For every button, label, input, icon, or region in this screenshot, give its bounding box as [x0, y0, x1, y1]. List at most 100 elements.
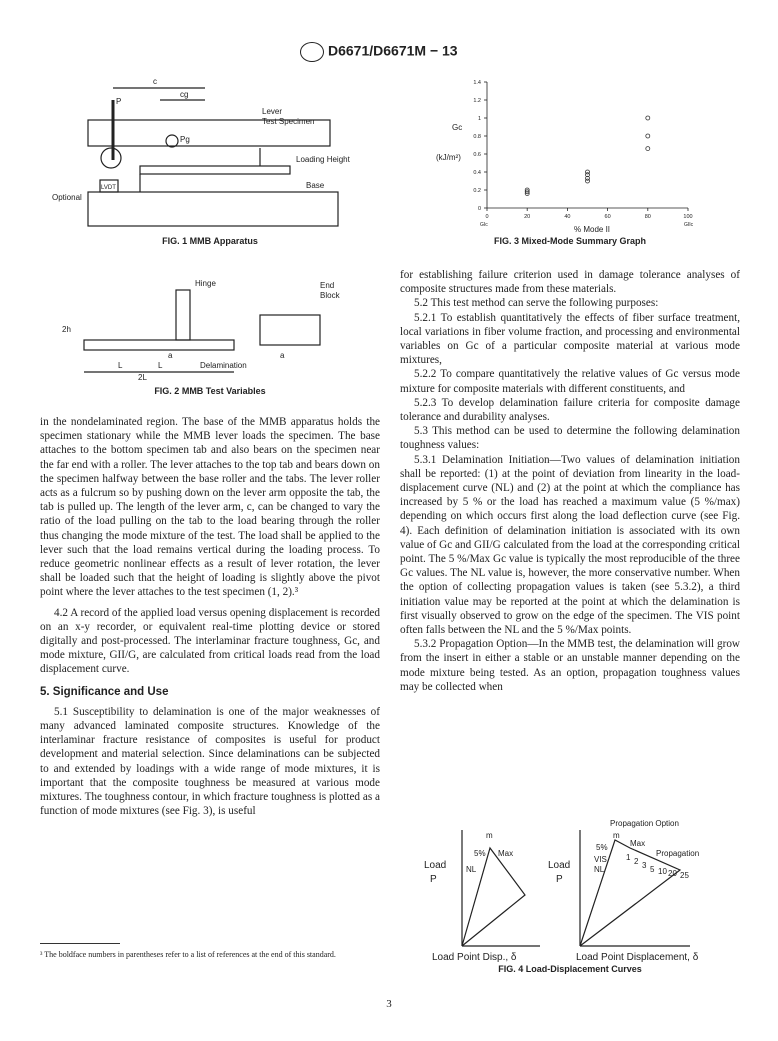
curve: [579, 839, 682, 947]
fig4-label: NL: [466, 865, 477, 874]
fig4-label: NL: [594, 865, 605, 874]
doc-code: D6671/D6671M − 13: [328, 42, 458, 59]
fig1-label: cg: [180, 90, 188, 99]
fig4-label: Load Point Displacement, δ: [576, 952, 699, 963]
y-tick-label: 0.6: [473, 152, 481, 158]
cg: [165, 134, 179, 148]
fig1-label: Pg: [180, 135, 190, 144]
paragraph: 4.2 A record of the applied load versus …: [40, 606, 380, 676]
y-axis-label: Gc: [452, 123, 462, 132]
paragraph: in the nondelaminated region. The base o…: [40, 416, 380, 599]
paragraph: 5.2 This test method can serve the follo…: [414, 297, 659, 310]
fig4-label: Load: [548, 860, 570, 871]
fig4-label: 25: [680, 871, 689, 880]
fig4-caption: FIG. 4 Load-Displacement Curves: [498, 964, 642, 974]
paragraph: 5.3.1 Delamination Initiation—Two values…: [400, 453, 740, 637]
left-column: in the nondelaminated region. The base o…: [40, 415, 380, 818]
x-tick-label: 60: [605, 214, 611, 220]
fig4-label: Propagation Option: [610, 819, 679, 828]
y-tick-label: 0.8: [473, 134, 481, 140]
fig1-label: P: [116, 97, 121, 106]
y-tick-label: 1: [478, 116, 481, 122]
fig4-label: Max: [630, 839, 645, 848]
fig4-label: 3: [642, 861, 647, 870]
fig1-label: Optional: [52, 193, 82, 202]
paragraph: 5.2.2 To compare quantitatively the rela…: [400, 368, 740, 395]
x-start-label: GIc: [480, 222, 488, 228]
x-tick-label: 40: [564, 214, 570, 220]
page-number: 3: [386, 998, 392, 1010]
fig2-label: a: [168, 351, 173, 360]
fig1-caption: FIG. 1 MMB Apparatus: [162, 236, 258, 246]
y-tick-label: 1.4: [473, 80, 481, 86]
point: [585, 175, 590, 181]
fig4-label: VIS: [594, 855, 607, 864]
fig3-caption: FIG. 3 Mixed-Mode Summary Graph: [493, 236, 647, 246]
fig4-label: 20: [668, 869, 677, 878]
chart: Gc (kJ/m²) % Mode II GIc GIIc 0 0.2 0.4 0.6…: [436, 80, 694, 234]
point: [645, 115, 651, 121]
paragraph: for establishing failure criterion used …: [400, 269, 740, 296]
fig4-label: 5: [650, 865, 655, 874]
fig4-label: m: [486, 831, 493, 840]
fig1-label: Lever: [262, 107, 282, 116]
fig1-label: Loading Height: [296, 155, 351, 164]
footnote-rule: [40, 943, 120, 944]
fig2-label: L: [158, 361, 163, 370]
x-tick-label: 80: [645, 214, 651, 220]
fig4-label: Max: [498, 849, 513, 858]
fig1-label: LVDT: [101, 185, 116, 191]
point: [585, 178, 590, 184]
end-block: [259, 314, 321, 346]
fig4-label: 10: [658, 867, 667, 876]
paragraph: 5.2.1 To establish quantitatively the ef…: [400, 311, 740, 367]
y-tick-label: 1.2: [473, 98, 481, 104]
fig4-label: P: [430, 874, 437, 885]
logo: [300, 42, 324, 62]
point: [524, 189, 530, 195]
specimen: [139, 165, 291, 175]
x-end-label: GIIc: [684, 222, 694, 228]
lever: [87, 119, 331, 147]
fig2-label: L: [118, 361, 123, 370]
x-tick-label: 0: [485, 214, 488, 220]
curve: [461, 846, 526, 947]
paragraph: 5.3 This method can be used to determine…: [400, 425, 740, 452]
section-heading: 5. Significance and Use: [40, 685, 169, 698]
fig1-label: Base: [306, 181, 325, 190]
point: [585, 169, 590, 175]
right-column: for establishing failure criterion used …: [400, 268, 740, 694]
y-tick-label: 0.4: [473, 170, 481, 176]
fig4-label: 5%: [474, 849, 486, 858]
fig2-label: a: [280, 351, 285, 360]
fig2-label: 2h: [62, 325, 71, 334]
fig4-label: Propagation: [656, 849, 699, 858]
point: [524, 191, 530, 197]
point: [645, 146, 651, 152]
fig2-label: Delamination: [200, 361, 247, 370]
fig4-label: 5%: [596, 843, 608, 852]
fig4-label: 1: [626, 853, 631, 862]
fig1-label: c: [153, 77, 157, 86]
lvdt: [99, 179, 119, 193]
base: [87, 191, 339, 227]
fig2-label: Block: [320, 291, 341, 300]
fig2-label: 2L: [138, 373, 147, 382]
x-tick-label: 20: [524, 214, 530, 220]
y-tick-label: 0.2: [473, 188, 481, 194]
fig1-label: Test Specimen: [262, 117, 314, 126]
y-tick-label: 0: [478, 206, 481, 212]
fig4-label: 2: [634, 857, 639, 866]
header: D6671/D6671M − 13: [300, 42, 520, 62]
roller: [100, 147, 122, 169]
fig2-caption: FIG. 2 MMB Test Variables: [154, 386, 266, 396]
fig2-label: End: [320, 281, 334, 290]
paragraph: 5.3.2 Propagation Option—In the MMB test…: [400, 638, 740, 693]
footnote: ³ The boldface numbers in parentheses re…: [40, 950, 336, 959]
fig4-label: Load Point Disp., δ: [432, 952, 517, 963]
fig4-label: P: [556, 874, 563, 885]
specimen: [83, 339, 235, 351]
point: [645, 133, 651, 139]
paragraph: 5.2.3 To develop delamination failure cr…: [400, 396, 740, 424]
